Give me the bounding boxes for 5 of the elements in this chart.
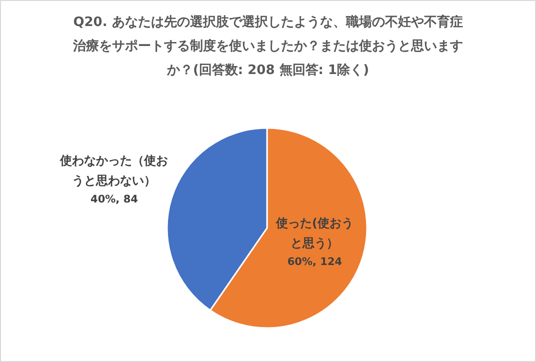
data-label: 40%, 84 xyxy=(90,193,138,206)
slice-label: 使った(使おうと思う） xyxy=(274,216,354,250)
slice-label: 使わなかった（使おうと思わない） xyxy=(59,153,168,188)
chart-title: Q20. あなたは先の選択肢で選択したような、職場の不妊や不育症治療をサポートする制度を使いましたか？または使おうと思いますか？(回答数: 208 無回答: 1除く) xyxy=(72,14,463,78)
data-label: 60%, 124 xyxy=(287,256,342,268)
